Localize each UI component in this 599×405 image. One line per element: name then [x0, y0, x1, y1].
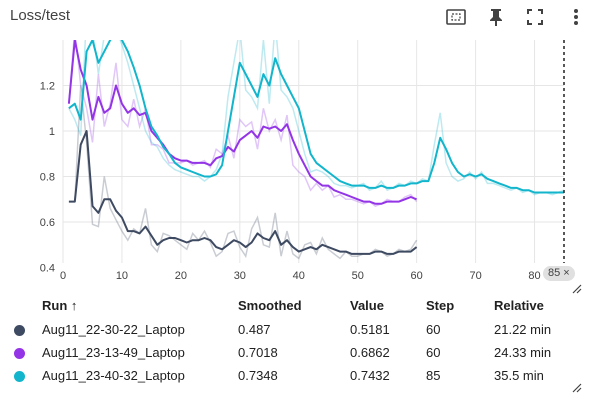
line-chart[interactable]: 0.4 0.6 0.8 1 1.2 0 10 20 30 40 50 60 70 80: [0, 34, 599, 289]
table-row[interactable]: Aug11_23-40-32_Laptop 0.7348 0.7432 85 3…: [0, 366, 599, 386]
card-title: Loss/test: [10, 7, 71, 24]
raw-value: 0.7432: [350, 368, 390, 383]
x-axis: 0 10 20 30 40 50 60 70 80: [60, 270, 541, 282]
relative-time: 35.5 min: [494, 368, 544, 383]
header-value[interactable]: Value: [350, 298, 384, 313]
step-value: 60: [426, 322, 441, 337]
step-cursor-badge[interactable]: 85 ×: [543, 266, 575, 281]
relative-time: 24.33 min: [494, 345, 552, 360]
series-raw-line-1: [68, 85, 418, 260]
relative-time: 21.22 min: [494, 322, 552, 337]
x-tick-label: 0: [60, 270, 66, 282]
resize-handle-icon[interactable]: [572, 284, 582, 294]
run-name: Aug11_23-13-49_Laptop: [42, 345, 185, 360]
header-relative[interactable]: Relative: [494, 298, 544, 313]
series-smoothed-line-2: [67, 40, 417, 205]
series-lines: [67, 40, 564, 260]
run-color-dot: [14, 371, 25, 382]
series-raw-line-3: [68, 40, 564, 196]
table-row[interactable]: Aug11_23-13-49_Laptop 0.7018 0.6862 60 2…: [0, 343, 599, 363]
header-step[interactable]: Step: [426, 298, 455, 313]
pin-icon[interactable]: [485, 6, 507, 28]
chart-grid: [62, 40, 564, 263]
run-color-dot: [14, 348, 25, 359]
header-run[interactable]: Run ↑: [42, 298, 78, 313]
smoothed-value: 0.487: [238, 322, 271, 337]
x-tick-label: 80: [528, 270, 540, 282]
x-tick-label: 30: [234, 270, 246, 282]
table-header: Run ↑ Smoothed Value Step Relative: [0, 296, 599, 316]
x-tick-label: 60: [411, 270, 423, 282]
step-value: 85: [426, 368, 441, 383]
fit-domain-icon[interactable]: [445, 6, 467, 28]
series-raw-line-2: [68, 40, 418, 207]
y-tick-label: 0.8: [40, 172, 55, 184]
smoothed-value: 0.7348: [238, 368, 278, 383]
header-smoothed[interactable]: Smoothed: [238, 298, 302, 313]
table-row[interactable]: Aug11_22-30-22_Laptop 0.487 0.5181 60 21…: [0, 320, 599, 340]
x-tick-label: 70: [469, 270, 481, 282]
series-smoothed-line-1: [68, 130, 418, 255]
x-tick-label: 50: [352, 270, 364, 282]
resize-handle-icon[interactable]: [572, 383, 582, 393]
smoothed-value: 0.7018: [238, 345, 278, 360]
x-tick-label: 40: [293, 270, 305, 282]
fullscreen-icon[interactable]: [524, 6, 546, 28]
y-tick-label: 1: [49, 126, 55, 138]
y-axis: 0.4 0.6 0.8 1 1.2: [40, 81, 55, 275]
series-smoothed-line-3: [68, 40, 564, 194]
y-tick-label: 0.4: [40, 263, 55, 275]
y-tick-label: 0.6: [40, 217, 55, 229]
run-name: Aug11_22-30-22_Laptop: [42, 322, 185, 337]
run-color-dot: [14, 325, 25, 336]
x-tick-label: 20: [175, 270, 187, 282]
raw-value: 0.6862: [350, 345, 390, 360]
more-vert-icon[interactable]: [565, 6, 587, 28]
run-name: Aug11_23-40-32_Laptop: [42, 368, 185, 383]
y-tick-label: 1.2: [40, 81, 55, 93]
raw-value: 0.5181: [350, 322, 390, 337]
step-value: 60: [426, 345, 441, 360]
x-tick-label: 10: [116, 270, 128, 282]
